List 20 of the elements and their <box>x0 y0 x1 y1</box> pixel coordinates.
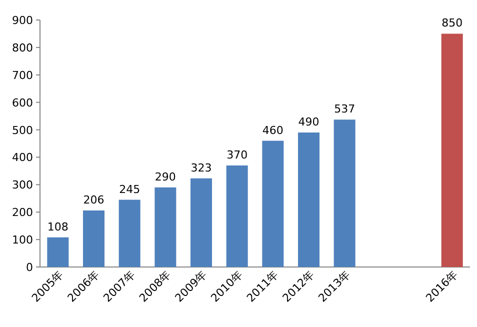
data-label: 537 <box>334 102 356 116</box>
data-label: 460 <box>262 124 284 137</box>
y-tick-label: 200 <box>12 206 33 220</box>
data-label: 850 <box>442 16 463 30</box>
y-tick-label: 800 <box>12 41 33 54</box>
data-label: 370 <box>226 148 248 162</box>
y-tick-label: 500 <box>12 124 33 137</box>
y-tick-label: 0 <box>26 261 33 274</box>
y-tick-label: 700 <box>12 68 33 82</box>
y-tick-label: 300 <box>12 178 33 192</box>
y-tick-label: 100 <box>12 234 33 247</box>
data-label: 290 <box>154 170 176 184</box>
data-label: 206 <box>83 193 104 206</box>
data-label: 108 <box>47 220 68 234</box>
data-label: 245 <box>119 182 140 196</box>
y-tick-label: 400 <box>12 151 33 164</box>
y-tick-label: 600 <box>12 96 33 110</box>
y-tick-label: 900 <box>12 14 33 27</box>
data-label: 323 <box>190 161 212 174</box>
data-label: 490 <box>298 116 320 129</box>
